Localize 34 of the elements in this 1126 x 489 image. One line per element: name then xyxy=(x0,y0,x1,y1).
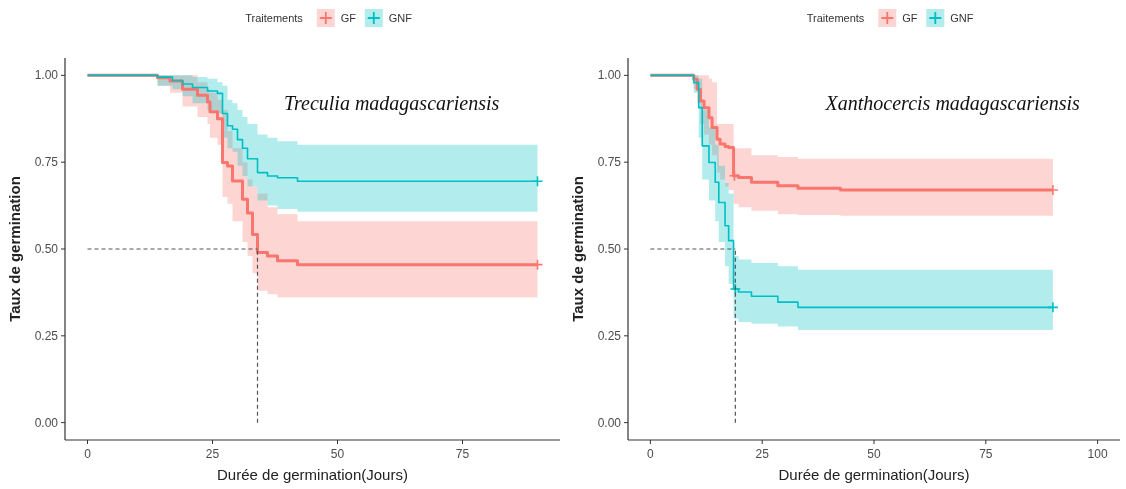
y-tick-label: 0.25 xyxy=(597,328,622,343)
legend-label: GF xyxy=(340,12,357,24)
point xyxy=(729,283,742,295)
legend-label: GNF xyxy=(950,12,974,24)
x-tick-label: 75 xyxy=(979,447,993,461)
legend-label: GF xyxy=(902,12,918,24)
x-tick-label: 25 xyxy=(755,447,770,461)
x-tick-label: 75 xyxy=(455,447,470,461)
legend-label: GNF xyxy=(388,12,413,24)
x-tick-label: 0 xyxy=(647,447,655,461)
y-tick-label: 0.50 xyxy=(597,242,622,256)
annotation: Xanthocercis madagascariensis xyxy=(824,92,1081,115)
x-tick-label: 0 xyxy=(84,447,92,461)
y-tick-label: 0.75 xyxy=(597,155,622,170)
y-tick-label: 0.00 xyxy=(34,415,59,430)
x-axis-title: Durée de germination(Jours) xyxy=(778,466,970,483)
y-axis-title: Taux de germination xyxy=(569,176,586,322)
x-tick-label: 100 xyxy=(1087,447,1108,461)
x-tick-label: 25 xyxy=(205,447,220,461)
legend-title: Traitements xyxy=(806,12,865,24)
y-tick-label: 0.00 xyxy=(597,415,622,430)
y-axis-title: Taux de germination xyxy=(6,176,23,322)
y-tick-label: 0.75 xyxy=(34,155,59,170)
annotation: Treculia madagascariensis xyxy=(284,92,500,115)
y-tick-label: 1.00 xyxy=(34,68,59,83)
legend-title: Traitements xyxy=(245,12,304,24)
y-tick-label: 0.50 xyxy=(34,242,59,256)
y-tick-label: 0.25 xyxy=(34,328,59,343)
x-tick-label: 50 xyxy=(867,447,881,461)
point xyxy=(1047,301,1059,314)
x-axis-title: Durée de germination(Jours) xyxy=(217,466,408,483)
y-tick-label: 1.00 xyxy=(597,68,622,83)
x-tick-label: 50 xyxy=(330,447,345,461)
point xyxy=(728,169,741,182)
